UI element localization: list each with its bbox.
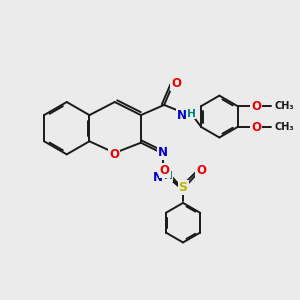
Text: CH₃: CH₃: [274, 101, 294, 111]
Text: N: N: [158, 146, 168, 159]
Text: N: N: [177, 109, 187, 122]
Text: O: O: [251, 100, 261, 112]
Text: O: O: [251, 121, 261, 134]
Text: H: H: [187, 109, 196, 119]
Text: O: O: [171, 76, 181, 90]
Text: O: O: [109, 148, 119, 161]
Text: H: H: [164, 172, 173, 182]
Text: O: O: [160, 164, 170, 177]
Text: O: O: [196, 164, 206, 177]
Text: S: S: [178, 181, 188, 194]
Text: CH₃: CH₃: [274, 122, 294, 132]
Text: N: N: [153, 171, 163, 184]
